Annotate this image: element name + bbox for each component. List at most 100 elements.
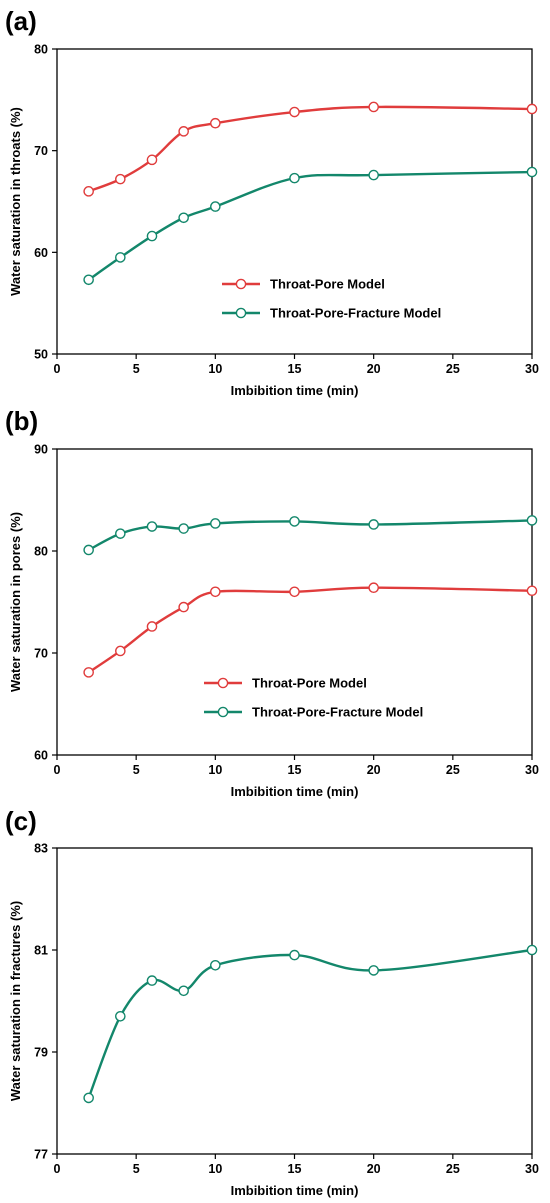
y-tick-label: 60 [34, 246, 48, 260]
y-tick-label: 50 [34, 348, 48, 362]
x-tick-label: 0 [54, 1162, 61, 1176]
x-tick-label: 10 [208, 1162, 222, 1176]
panel-label: (c) [5, 806, 37, 836]
y-tick-label: 81 [34, 944, 48, 958]
panel-label: (b) [5, 406, 38, 436]
data-point [146, 521, 158, 532]
y-tick-label: 70 [34, 647, 48, 661]
x-tick-label: 30 [525, 763, 539, 777]
data-point [289, 172, 300, 184]
y-axis-title: Water saturation in fractures (%) [8, 901, 23, 1101]
x-tick-label: 25 [446, 1162, 460, 1176]
x-tick-label: 0 [54, 763, 61, 777]
y-axis-title: Water saturation in throats (%) [8, 107, 23, 296]
legend: Throat-Pore Model Throat-Pore-Fracture Mo… [222, 277, 441, 321]
series-line [88, 105, 533, 193]
y-tick-label: 80 [34, 43, 48, 57]
x-tick-label: 5 [133, 1162, 140, 1176]
data-point [83, 1092, 94, 1104]
data-point [146, 621, 158, 632]
x-tick-label: 30 [525, 1162, 539, 1176]
x-tick-label: 15 [288, 1162, 302, 1176]
legend-label: Throat-Pore-Fracture Model [252, 705, 423, 720]
data-point [210, 960, 221, 971]
x-tick-label: 25 [446, 763, 460, 777]
data-point [83, 667, 94, 678]
x-tick-label: 20 [367, 763, 381, 777]
data-point [210, 586, 221, 598]
data-point [526, 166, 538, 178]
x-tick-label: 10 [208, 763, 222, 777]
data-point [368, 169, 379, 181]
y-tick-label: 77 [34, 1148, 48, 1162]
data-point [178, 523, 189, 534]
data-point [146, 154, 158, 166]
panel-label: (a) [5, 6, 37, 36]
data-point [178, 985, 189, 997]
chart-panel-2: (b) 0 5 10 15 20 25 30 60 70 80 90 Imbibition time (… [5, 406, 539, 799]
x-tick-label: 10 [208, 362, 222, 376]
y-tick-label: 60 [34, 749, 48, 763]
y-tick-label: 79 [34, 1046, 48, 1060]
legend-marker [217, 706, 229, 718]
series-1 [83, 101, 538, 197]
data-point [83, 186, 94, 197]
y-axis-title: Water saturation in pores (%) [8, 512, 23, 692]
data-point [368, 965, 379, 976]
chart-panel-3: (c) 0 5 10 15 20 25 30 77 79 81 83 Imbibition time (… [5, 806, 539, 1198]
data-point [146, 230, 158, 242]
x-tick-label: 30 [525, 362, 539, 376]
data-point [210, 117, 221, 129]
y-tick-label: 83 [34, 842, 48, 856]
legend-label: Throat-Pore-Fracture Model [270, 306, 441, 321]
y-tick-label: 90 [34, 443, 48, 457]
data-point [368, 101, 379, 113]
legend-label: Throat-Pore Model [270, 277, 385, 292]
legend-marker [235, 278, 247, 290]
data-point [210, 201, 221, 212]
x-tick-label: 15 [288, 362, 302, 376]
data-point [178, 126, 189, 137]
series-1 [83, 582, 538, 678]
y-tick-label: 70 [34, 144, 48, 158]
data-point [178, 212, 189, 224]
x-tick-label: 0 [54, 362, 61, 376]
data-point [526, 944, 538, 956]
x-tick-label: 5 [133, 362, 140, 376]
data-point [368, 582, 379, 594]
data-point [115, 645, 126, 657]
data-point [289, 106, 300, 118]
chart-panel-1: (a) 0 5 10 15 20 25 30 50 60 70 80 Imbibition time (… [5, 6, 539, 398]
data-point [115, 173, 126, 185]
legend-label: Throat-Pore Model [252, 676, 367, 691]
data-point [526, 103, 538, 115]
data-point [115, 1011, 126, 1022]
x-tick-label: 25 [446, 362, 460, 376]
data-point [83, 544, 94, 556]
data-point [289, 586, 300, 598]
data-point [115, 528, 126, 539]
legend: Throat-Pore Model Throat-Pore-Fracture Mo… [204, 676, 423, 720]
x-tick-label: 5 [133, 763, 140, 777]
data-point [289, 516, 300, 527]
data-point [210, 518, 221, 529]
x-tick-label: 20 [367, 362, 381, 376]
x-tick-label: 15 [288, 763, 302, 777]
data-point [146, 975, 158, 986]
y-tick-label: 80 [34, 545, 48, 559]
series-1 [83, 944, 538, 1104]
series-2 [83, 166, 538, 286]
x-axis-title: Imbibition time (min) [231, 1183, 359, 1198]
data-point [368, 519, 379, 530]
data-point [526, 515, 538, 526]
x-tick-label: 20 [367, 1162, 381, 1176]
x-axis-title: Imbibition time (min) [231, 383, 359, 398]
series-line [87, 170, 533, 281]
data-point [115, 252, 126, 263]
data-point [178, 601, 189, 613]
data-point [83, 274, 94, 286]
legend-marker [217, 677, 229, 689]
series-line [87, 948, 533, 1099]
data-point [289, 949, 300, 961]
